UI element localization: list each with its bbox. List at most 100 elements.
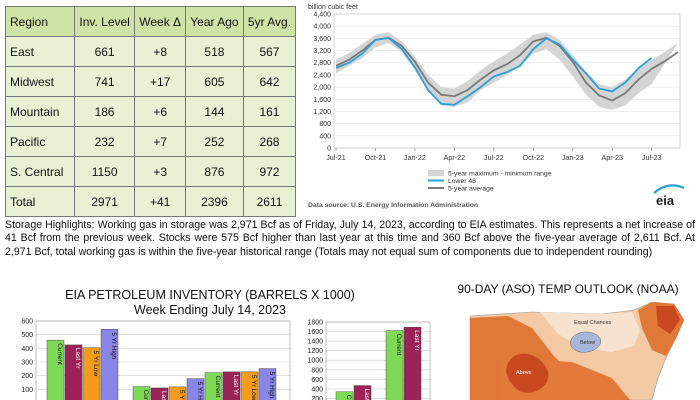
y-tick-label: 1000 — [307, 358, 323, 365]
x-tick-label: Oct-22 — [523, 153, 545, 162]
avg5-cell: 2611 — [242, 186, 297, 217]
y-tick-label: 200 — [311, 396, 323, 400]
bar-label: Current — [142, 390, 149, 400]
week-change-cell: +17 — [134, 66, 186, 97]
eia-logo-swoosh — [653, 184, 685, 194]
y-tick-label: 400 — [21, 346, 33, 353]
storage-highlights-text: Storage Highlights: Working gas in stora… — [5, 219, 695, 258]
y-tick-label: 4,000 — [313, 24, 331, 31]
region-cell: Total — [5, 186, 75, 217]
plot-frame — [333, 13, 681, 149]
bar — [168, 386, 187, 400]
col-header-inv-level: Inv. Level — [73, 6, 136, 37]
storage-table: Region Inv. Level Week Δ Year Ago 5yr Av… — [5, 6, 297, 217]
y-tick-label: 100 — [21, 387, 33, 394]
table-row-total: Total 2971 +41 2396 2611 — [5, 186, 297, 217]
y-tick-label: 400 — [319, 133, 331, 140]
week-change-cell: +41 — [134, 186, 186, 217]
y-tick-label: 2,000 — [313, 85, 331, 92]
bar — [100, 328, 119, 400]
bar-label: Last Yr — [413, 330, 420, 351]
bar-label: 5 Yr High — [196, 382, 203, 400]
y-tick-labels: 0 400 800 1,200 1,600 2,000 2,400 2,800 3,200 3,6… — [313, 12, 331, 153]
bar — [222, 371, 241, 400]
bar — [82, 347, 101, 400]
x-tick-label: Oct-21 — [365, 153, 387, 162]
y-tick-label: 500 — [21, 332, 33, 339]
equal-chances-label: Equal Chances — [574, 320, 612, 326]
table-row: Midwest 741 +17 605 642 — [5, 66, 297, 97]
equal-chances-region — [540, 312, 640, 352]
inv-level-cell: 2971 — [73, 186, 136, 217]
bar-label: Last Yr — [232, 375, 239, 396]
bar — [186, 378, 205, 400]
petroleum-title-line2: Week Ending July 14, 2023 — [134, 303, 286, 317]
bar-label: 5 Yr Low — [92, 351, 99, 377]
bar-label: 5 Yr High — [268, 372, 275, 399]
region-cell: Midwest — [5, 66, 75, 97]
petroleum-title-line1: EIA PETROLEUM INVENTORY (BARRELS X 1000) — [65, 288, 355, 302]
legend-label: Lower 48 — [448, 178, 476, 185]
y-tick-label: 200 — [21, 373, 33, 380]
grid — [333, 13, 681, 149]
y-tick-label: 3,200 — [313, 48, 331, 55]
bar-label: 5 Yr Low — [178, 390, 185, 400]
bar-label: Last Yr — [160, 391, 167, 400]
series-line — [335, 36, 679, 102]
region-cell: S. Central — [5, 156, 75, 187]
region-cell: Mountain — [5, 96, 75, 127]
y-tick-label: 600 — [21, 319, 33, 326]
year-ago-cell: 518 — [184, 36, 244, 67]
noaa-outlook-title: 90-DAY (ASO) TEMP OUTLOOK (NOAA) — [457, 282, 679, 296]
y-tick-label: 0 — [327, 146, 331, 153]
avg5-cell: 268 — [242, 126, 297, 157]
table-row: S. Central 1150 +3 876 972 — [5, 156, 297, 187]
bar — [258, 368, 277, 400]
bar-label: Current — [345, 395, 352, 400]
inv-level-cell: 232 — [73, 126, 136, 157]
bar — [385, 330, 404, 400]
table-header-row: Region Inv. Level Week Δ Year Ago 5yr Av… — [5, 6, 297, 37]
data-source-note: Data source: U.S. Energy Information Adm… — [308, 202, 478, 209]
range-band — [336, 32, 678, 110]
week-change-cell: +3 — [134, 156, 186, 187]
inv-level-cell: 186 — [73, 96, 136, 127]
bar — [403, 327, 422, 400]
year-ago-cell: 144 — [184, 96, 244, 127]
above-normal-core-region — [506, 353, 549, 393]
y-tick-label: 800 — [319, 121, 331, 128]
region-cell: East — [5, 36, 75, 67]
series-line — [335, 37, 653, 106]
avg5-cell: 972 — [242, 156, 297, 187]
bar-label: 5 Yr Low — [250, 375, 257, 400]
above-label: Above — [516, 370, 532, 376]
col-header-5yr-avg: 5yr Avg. — [242, 6, 297, 37]
year-ago-cell: 252 — [184, 126, 244, 157]
y-tick-label: 1800 — [307, 320, 323, 327]
week-change-cell: +8 — [134, 36, 186, 67]
table-row: Mountain 186 +6 144 161 — [5, 96, 297, 127]
bar — [204, 372, 223, 400]
y-tick-label: 800 — [311, 367, 323, 374]
avg5-cell: 567 — [242, 36, 297, 67]
eia-logo: eia — [653, 184, 685, 208]
avg5-cell: 642 — [242, 66, 297, 97]
y-tick-label: 2,400 — [313, 72, 331, 79]
bar-label: Last Yr — [74, 348, 81, 369]
storage-chart: billion cubic feet 0 400 800 1,200 1,600 2,00… — [308, 4, 685, 209]
y-tick-label: 3,600 — [313, 36, 331, 43]
legend-label: 5-year average — [448, 186, 494, 193]
y-axis-label: billion cubic feet — [308, 4, 358, 11]
bar-label: Current — [395, 334, 402, 356]
bar — [46, 339, 65, 400]
petroleum-chart-title: EIA PETROLEUM INVENTORY (BARRELS X 1000)… — [60, 288, 360, 318]
above-normal-northeast-core — [656, 306, 680, 334]
bar-label: Current — [214, 376, 221, 398]
legend-label: 5-year maximum - minimum range — [448, 171, 552, 178]
bar-label: 5 Yr High — [110, 332, 117, 359]
eia-logo-text: eia — [656, 193, 675, 208]
y-tick-label: 300 — [21, 360, 33, 367]
avg5-cell: 161 — [242, 96, 297, 127]
year-ago-cell: 2396 — [184, 186, 244, 217]
table-row: East 661 +8 518 567 — [5, 36, 297, 67]
